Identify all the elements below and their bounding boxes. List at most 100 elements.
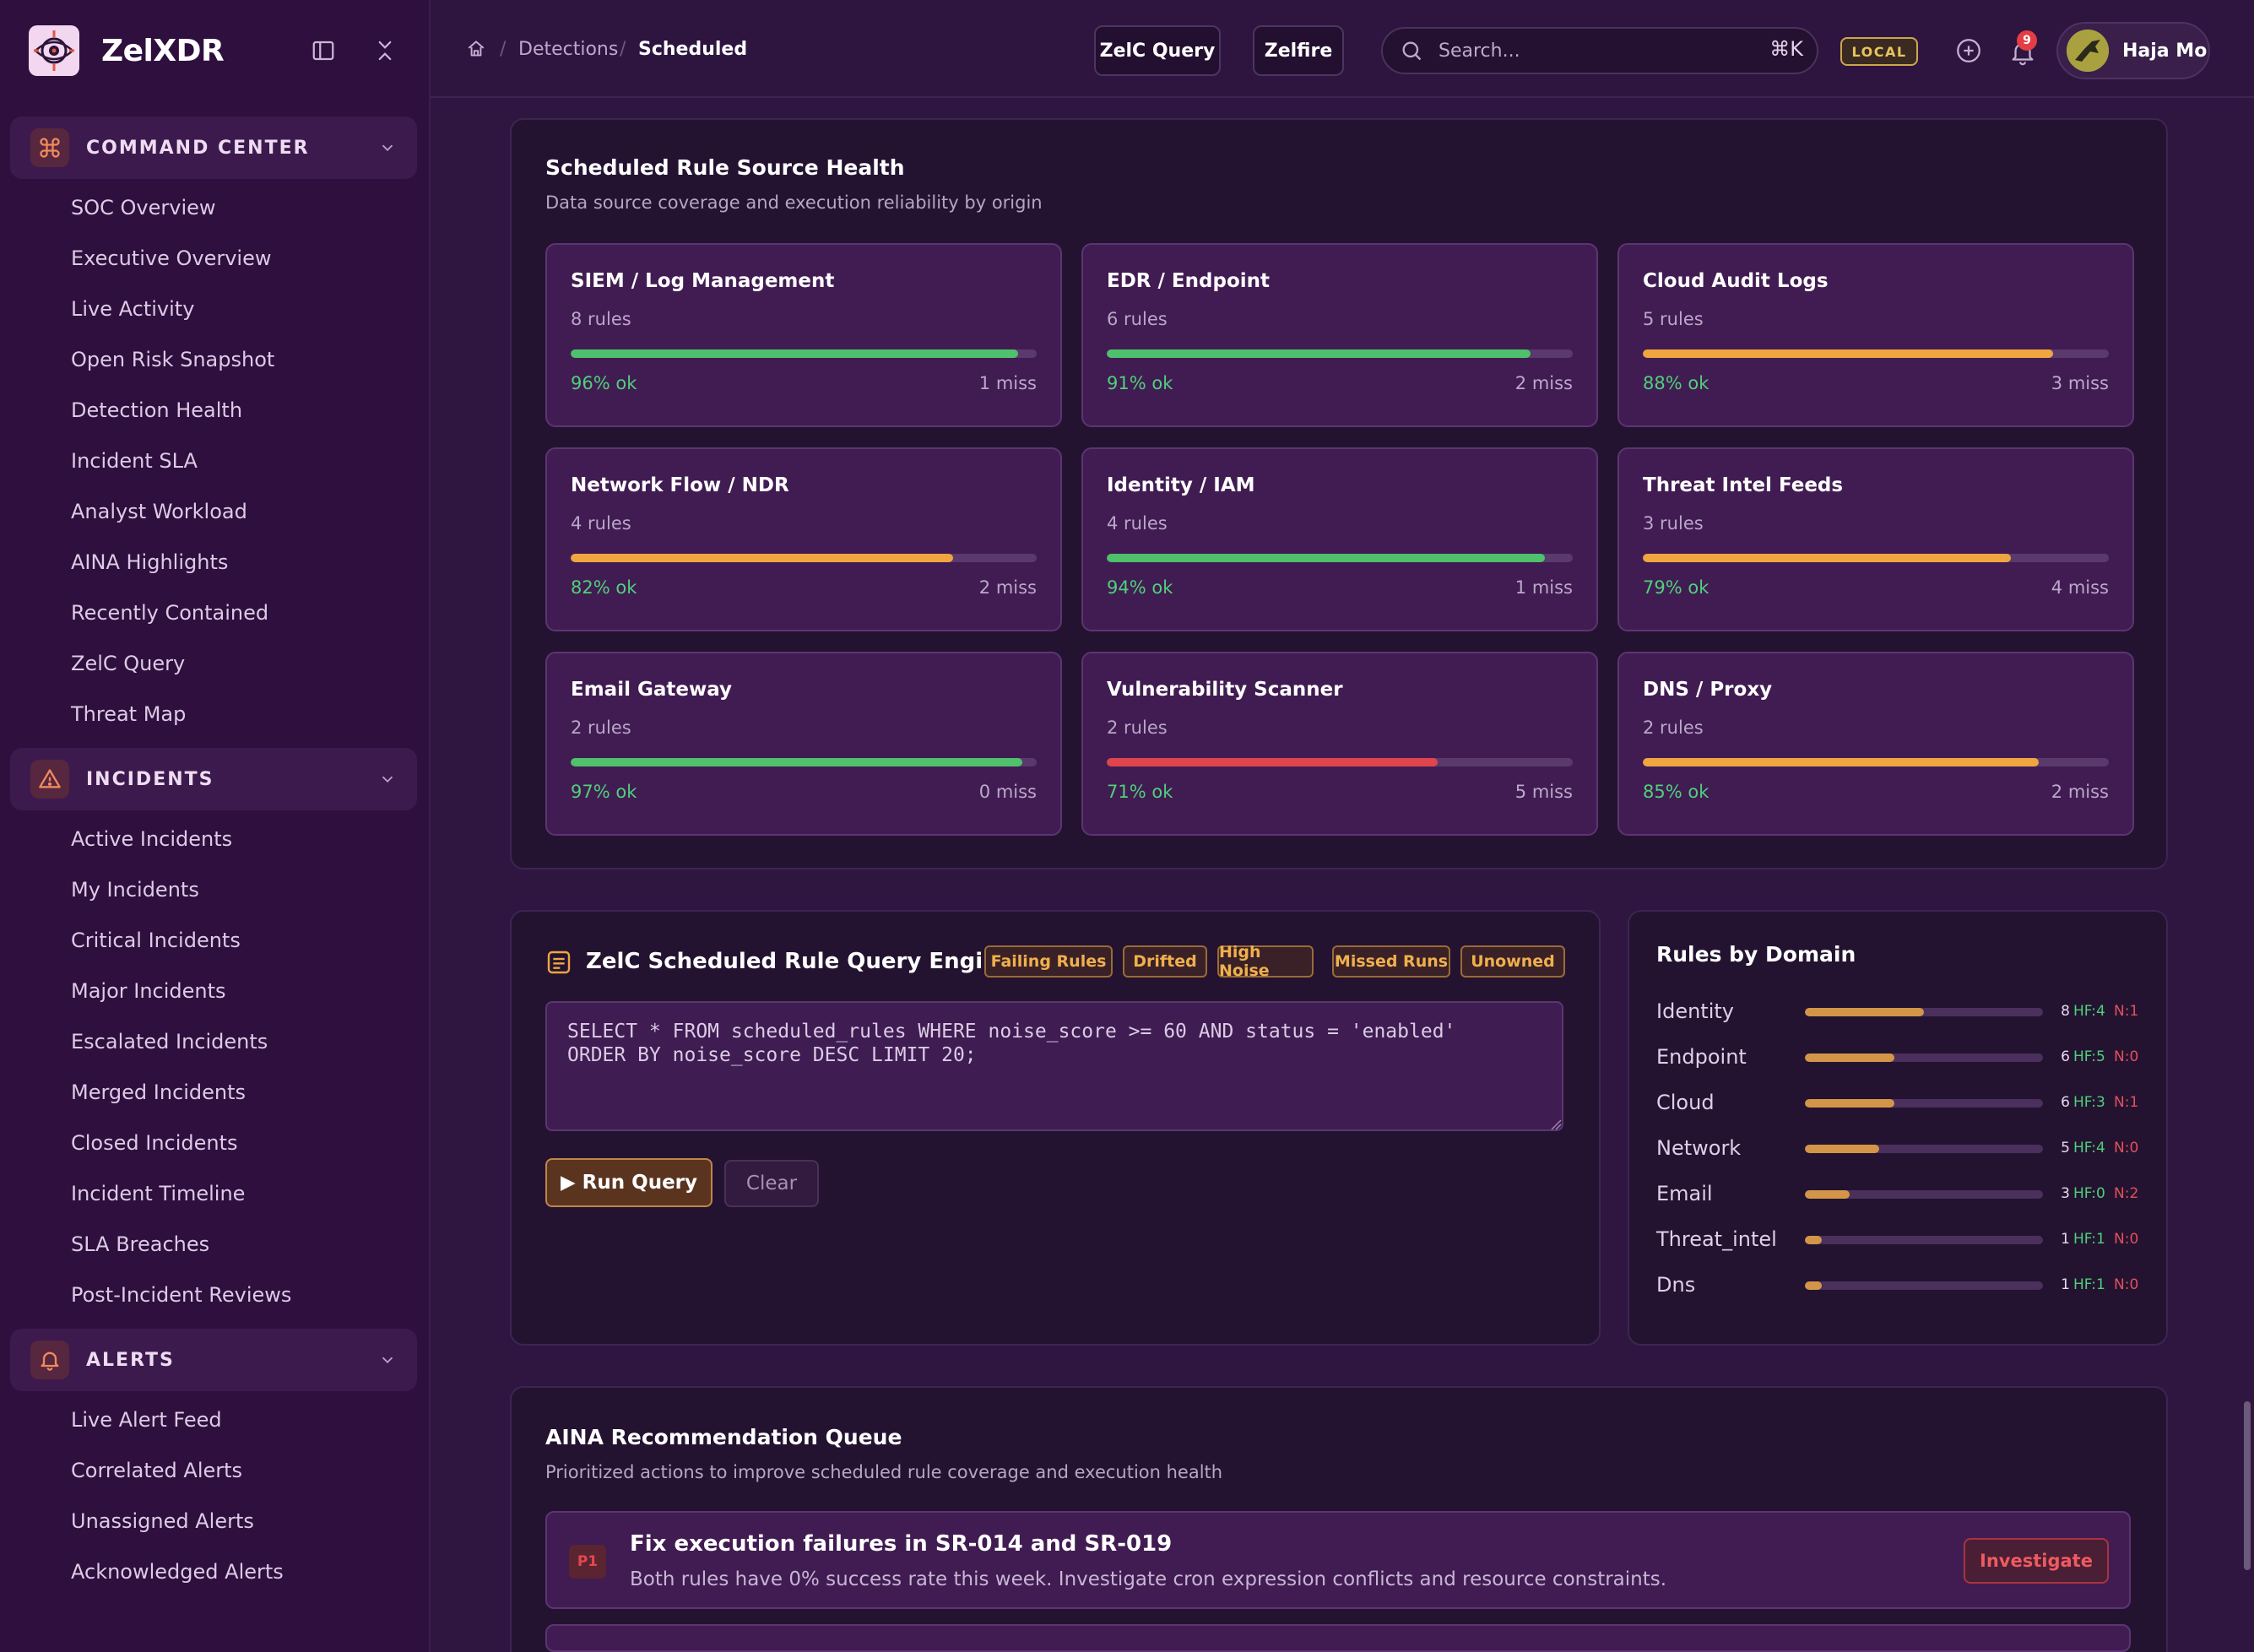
source-card[interactable]: SIEM / Log Management 8 rules 96% ok 1 m…	[545, 243, 1062, 427]
sidebar-item-aina-highlights[interactable]: AINA Highlights	[71, 550, 229, 574]
source-rule-count: 6 rules	[1107, 309, 1168, 329]
source-progress-fill	[571, 758, 1023, 766]
section-command-center[interactable]: COMMAND CENTER	[10, 116, 417, 179]
sidebar-item-merged-incidents[interactable]: Merged Incidents	[71, 1081, 247, 1104]
zelc-query-button[interactable]: ZelC Query	[1094, 25, 1221, 76]
chip-failing-rules[interactable]: Failing Rules	[984, 945, 1113, 978]
source-rule-count: 3 rules	[1643, 513, 1704, 534]
source-rule-count: 4 rules	[571, 513, 631, 534]
domain-row: Email 3 HF:0 N:2	[1656, 1177, 2146, 1211]
source-card[interactable]: Cloud Audit Logs 5 rules 88% ok 3 miss	[1617, 243, 2134, 427]
chip-missed-runs[interactable]: Missed Runs	[1332, 945, 1450, 978]
domain-bar-fill	[1805, 1281, 1822, 1290]
source-progress-bar	[1643, 554, 2109, 562]
chip-unowned[interactable]: Unowned	[1460, 945, 1565, 978]
sidebar-item-detection-health[interactable]: Detection Health	[71, 398, 243, 422]
sidebar-item-sla-breaches[interactable]: SLA Breaches	[71, 1232, 210, 1256]
domain-bar	[1805, 1099, 2043, 1108]
sidebar-item-closed-incidents[interactable]: Closed Incidents	[71, 1131, 238, 1155]
source-progress-fill	[571, 349, 1018, 358]
section-title: ALERTS	[86, 1349, 175, 1371]
sidebar-item-major-incidents[interactable]: Major Incidents	[71, 979, 226, 1003]
sidebar-item-live-activity[interactable]: Live Activity	[71, 297, 195, 321]
domain-bar-fill	[1805, 1053, 1894, 1062]
chevron-down-icon[interactable]	[378, 138, 397, 160]
sidebar-item-acknowledged-alerts[interactable]: Acknowledged Alerts	[71, 1560, 284, 1584]
topbar: / Detections / Scheduled ZelC Query Zelf…	[431, 0, 2254, 98]
sidebar-item-soc-overview[interactable]: SOC Overview	[71, 196, 216, 219]
avatar	[2067, 30, 2109, 72]
search-input[interactable]: Search... ⌘K	[1381, 27, 1818, 74]
sidebar-item-active-incidents[interactable]: Active Incidents	[71, 827, 233, 851]
sidebar-item-post-incident-reviews[interactable]: Post-Incident Reviews	[71, 1283, 292, 1307]
clear-button[interactable]: Clear	[724, 1160, 819, 1207]
user-menu[interactable]: Haja Mo	[2056, 22, 2210, 79]
document-icon	[545, 949, 572, 976]
query-editor[interactable]: SELECT * FROM scheduled_rules WHERE nois…	[545, 1001, 1563, 1131]
page-scrollbar[interactable]	[2244, 1401, 2251, 1570]
domain-n: N:2	[2114, 1185, 2139, 1202]
domain-row: Cloud 6 HF:3 N:1	[1656, 1086, 2146, 1119]
sidebar-item-unassigned-alerts[interactable]: Unassigned Alerts	[71, 1509, 254, 1533]
chevron-down-icon[interactable]	[378, 770, 397, 792]
section-alerts[interactable]: ALERTS	[10, 1329, 417, 1391]
recommendation-title: Fix execution failures in SR-014 and SR-…	[630, 1531, 1173, 1557]
run-query-button[interactable]: ▶ Run Query	[545, 1158, 713, 1207]
sidebar-item-zelc-query[interactable]: ZelC Query	[71, 652, 186, 675]
source-card[interactable]: Threat Intel Feeds 3 rules 79% ok 4 miss	[1617, 447, 2134, 631]
domain-hf: HF:1	[2073, 1231, 2105, 1248]
chip-high-noise[interactable]: High Noise	[1217, 943, 1314, 980]
source-ok-rate: 97% ok	[571, 782, 637, 802]
sidebar-toggle-icon[interactable]	[305, 32, 342, 69]
breadcrumb-detections[interactable]: Detections	[518, 38, 619, 60]
user-name: Haja Mo	[2122, 40, 2208, 62]
sidebar-item-escalated-incidents[interactable]: Escalated Incidents	[71, 1030, 268, 1053]
sidebar-item-live-alert-feed[interactable]: Live Alert Feed	[71, 1408, 222, 1432]
sidebar-item-incident-sla[interactable]: Incident SLA	[71, 449, 198, 473]
sidebar-item-critical-incidents[interactable]: Critical Incidents	[71, 929, 241, 952]
domain-count: 6	[2061, 1094, 2070, 1111]
recommendation-description: Both rules have 0% success rate this wee…	[630, 1568, 1667, 1590]
source-name: SIEM / Log Management	[571, 270, 835, 292]
domain-count: 6	[2061, 1048, 2070, 1065]
source-card[interactable]: Vulnerability Scanner 2 rules 71% ok 5 m…	[1081, 652, 1598, 836]
source-rule-count: 5 rules	[1643, 309, 1704, 329]
source-ok-rate: 82% ok	[571, 577, 637, 598]
home-icon[interactable]	[458, 30, 495, 68]
recommendation-item-partial	[545, 1624, 2131, 1652]
sidebar-item-incident-timeline[interactable]: Incident Timeline	[71, 1182, 246, 1205]
sidebar-item-open-risk-snapshot[interactable]: Open Risk Snapshot	[71, 348, 275, 371]
source-card[interactable]: EDR / Endpoint 6 rules 91% ok 2 miss	[1081, 243, 1598, 427]
domain-n: N:0	[2114, 1231, 2139, 1248]
source-miss-count: 5 miss	[1514, 782, 1573, 802]
investigate-button[interactable]: Investigate	[1964, 1538, 2109, 1584]
source-progress-fill	[1643, 349, 2053, 358]
chevron-down-icon[interactable]	[378, 1351, 397, 1373]
domain-count: 8	[2061, 1003, 2070, 1020]
zelxdr-logo-icon[interactable]	[29, 25, 79, 76]
sidebar-item-my-incidents[interactable]: My Incidents	[71, 878, 199, 902]
collapse-icon[interactable]	[366, 32, 404, 69]
section-incidents[interactable]: INCIDENTS	[10, 748, 417, 810]
sidebar-item-analyst-workload[interactable]: Analyst Workload	[71, 500, 247, 523]
domain-bar	[1805, 1053, 2043, 1062]
source-card[interactable]: Email Gateway 2 rules 97% ok 0 miss	[545, 652, 1062, 836]
resize-handle-icon[interactable]	[1550, 1118, 1562, 1130]
query-engine-title: ZelC Scheduled Rule Query Engine	[586, 949, 1014, 974]
add-icon[interactable]	[1948, 30, 1989, 71]
domain-bar-fill	[1805, 1236, 1822, 1244]
domain-bar	[1805, 1236, 2043, 1244]
source-card[interactable]: DNS / Proxy 2 rules 85% ok 2 miss	[1617, 652, 2134, 836]
source-ok-rate: 85% ok	[1643, 782, 1709, 802]
recommendation-item: P1 Fix execution failures in SR-014 and …	[545, 1511, 2131, 1609]
zelfire-button[interactable]: Zelfire	[1253, 25, 1344, 76]
sidebar-item-executive-overview[interactable]: Executive Overview	[71, 246, 272, 270]
sidebar-item-correlated-alerts[interactable]: Correlated Alerts	[71, 1459, 243, 1482]
source-miss-count: 1 miss	[978, 373, 1037, 393]
source-card[interactable]: Network Flow / NDR 4 rules 82% ok 2 miss	[545, 447, 1062, 631]
sidebar-item-recently-contained[interactable]: Recently Contained	[71, 601, 269, 625]
chip-drifted[interactable]: Drifted	[1123, 945, 1207, 978]
source-progress-bar	[571, 349, 1037, 358]
sidebar-item-threat-map[interactable]: Threat Map	[71, 702, 187, 726]
source-card[interactable]: Identity / IAM 4 rules 94% ok 1 miss	[1081, 447, 1598, 631]
